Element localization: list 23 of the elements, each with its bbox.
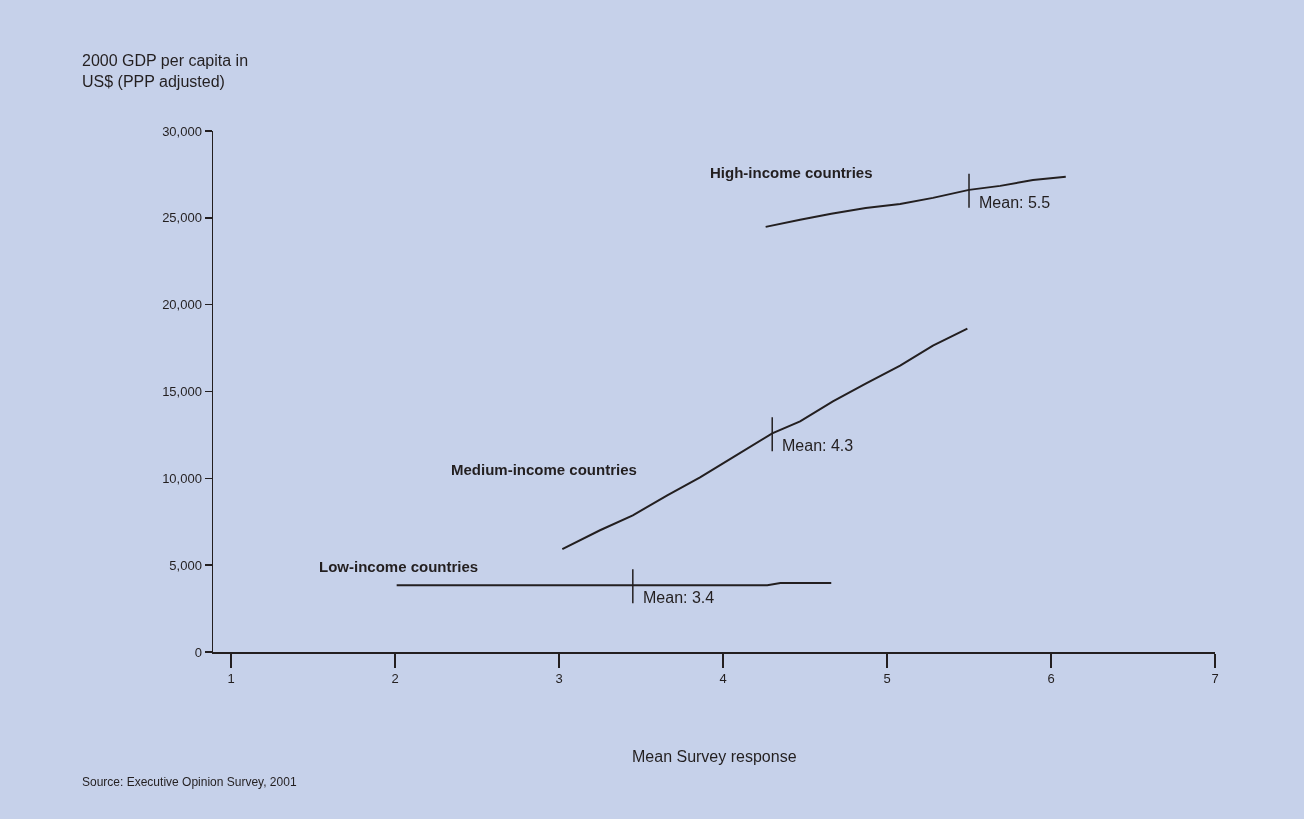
x-axis-title: Mean Survey response bbox=[632, 748, 797, 765]
annotation: Mean: 3.4 bbox=[643, 589, 715, 606]
y-tick-label: 20,000 bbox=[162, 297, 202, 313]
annotation: Mean: 5.5 bbox=[979, 194, 1051, 211]
x-tick-label: 5 bbox=[883, 671, 891, 687]
y-tick-label: 25,000 bbox=[162, 210, 202, 226]
series-label: High-income countries bbox=[710, 164, 873, 181]
y-tick-label: 15,000 bbox=[162, 384, 202, 400]
annotation: Mean: 4.3 bbox=[782, 437, 854, 454]
y-tick-label: 5,000 bbox=[169, 557, 202, 573]
text: Medium-income countries bbox=[451, 461, 637, 478]
y-tick-label: 10,000 bbox=[162, 470, 202, 486]
x-tick-label: 3 bbox=[555, 671, 563, 687]
x-tick-label: 7 bbox=[1211, 671, 1219, 687]
x-tick-label: 1 bbox=[227, 671, 235, 687]
source-note: Source: Executive Opinion Survey, 2001 bbox=[82, 775, 297, 789]
x-tick-label: 4 bbox=[719, 671, 727, 687]
y-tick-label: 0 bbox=[194, 644, 202, 660]
series-label: Low-income countries bbox=[319, 558, 479, 575]
x-tick-label: 6 bbox=[1047, 671, 1055, 687]
y-tick-label: 30,000 bbox=[162, 123, 202, 139]
y-axis-title: 2000 GDP per capita in US$ (PPP adjusted) bbox=[82, 52, 249, 90]
x-tick-label: 2 bbox=[391, 671, 399, 687]
